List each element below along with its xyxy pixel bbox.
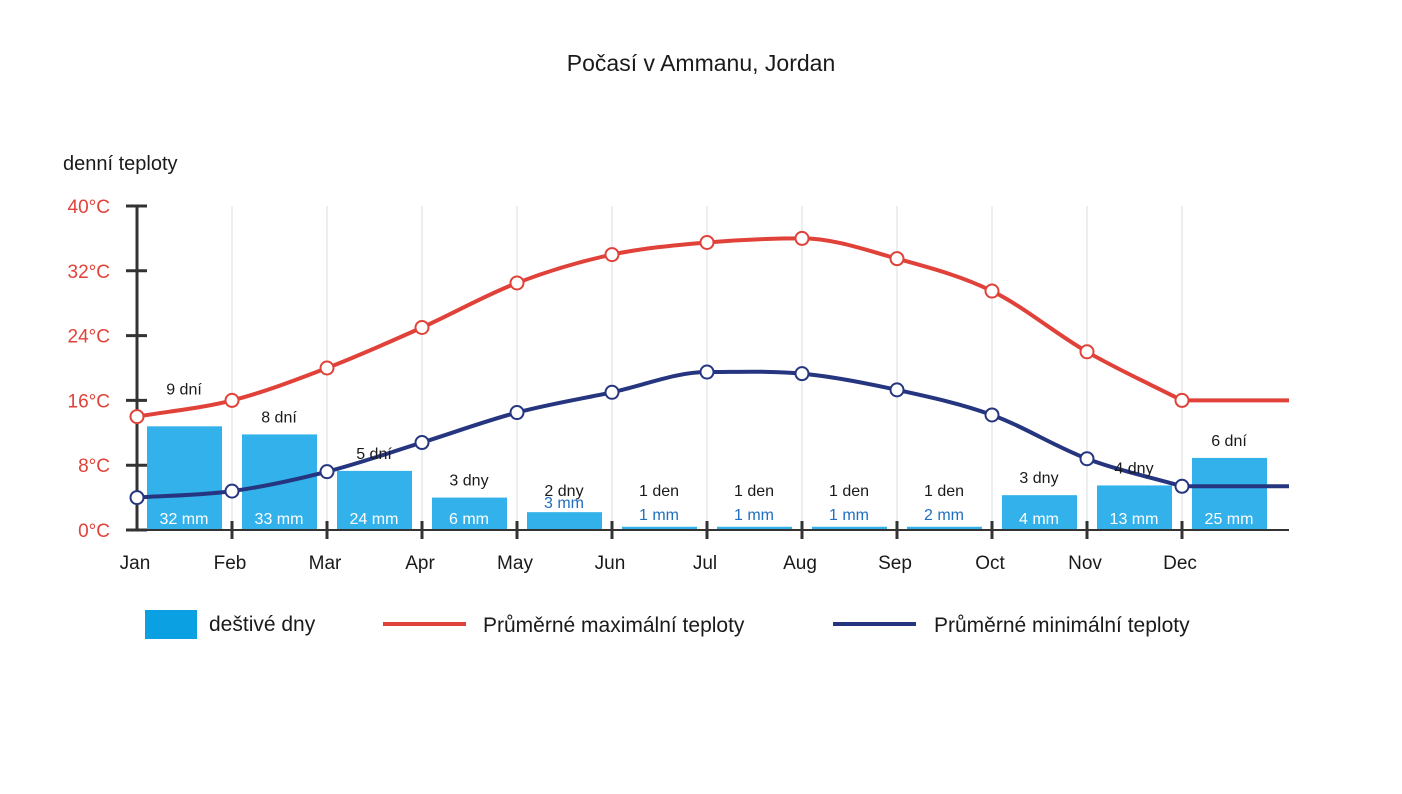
rain-mm-label: 4 mm — [1019, 511, 1059, 528]
rain-mm-label: 13 mm — [1110, 511, 1159, 528]
y-tick-label: 24°C — [68, 327, 110, 348]
rain-days-label: 2 dny — [544, 483, 583, 500]
y-tick-label: 16°C — [68, 391, 110, 412]
temp-point-min-oct — [984, 407, 1000, 423]
temp-point-max-jun — [604, 247, 620, 263]
legend-rain-swatch — [145, 610, 197, 639]
rain-days-label: 1 den — [639, 483, 679, 500]
x-tick-label: Oct — [975, 553, 1005, 574]
temp-point-max-oct — [984, 283, 1000, 299]
chart-labels: 9 dní 32 mm 8 dní 33 mm 5 dní 24 mm 3 dny 6 mm 2… — [160, 382, 1254, 528]
rain-bar-jun — [622, 526, 697, 530]
x-tick-label: May — [497, 553, 533, 574]
x-tick-label: Nov — [1068, 553, 1102, 574]
temp-point-max-mar — [319, 360, 335, 376]
x-tick-label: Feb — [214, 553, 247, 574]
rain-days-label: 5 dní — [356, 446, 392, 463]
rain-days-label: 3 dny — [449, 473, 488, 490]
x-tick-label: Aug — [783, 553, 817, 574]
rain-mm-label: 1 mm — [829, 507, 869, 524]
x-tick-label: Jun — [595, 553, 626, 574]
rain-mm-label: 3 mm — [544, 495, 584, 512]
temp-point-min-dec — [1174, 478, 1190, 494]
temp-point-min-mar — [319, 464, 335, 480]
temp-point-min-may — [509, 405, 525, 421]
temp-point-max-sep — [889, 251, 905, 267]
rain-mm-label: 1 mm — [639, 507, 679, 524]
y-tick-label: 8°C — [78, 456, 110, 477]
temperature-lines — [129, 230, 1289, 506]
chart-title: Počasí v Ammanu, Jordan — [567, 50, 835, 76]
rain-mm-label: 32 mm — [160, 511, 209, 528]
rain-days-label: 1 den — [829, 483, 869, 500]
x-tick-label: Jan — [120, 553, 151, 574]
rain-bar-nov — [1097, 485, 1172, 530]
rain-days-label: 1 den — [924, 483, 964, 500]
rain-mm-label: 1 mm — [734, 507, 774, 524]
temp-point-max-apr — [414, 320, 430, 335]
y-tick-label: 32°C — [68, 262, 110, 283]
rain-days-label: 4 dny — [1114, 460, 1153, 477]
rain-mm-label: 25 mm — [1205, 511, 1254, 528]
axes: 0°C 8°C 16°C 24°C 32°C 40°C Jan Feb Mar Apr May Jun… — [68, 197, 1289, 574]
temp-point-min-nov — [1079, 451, 1095, 467]
rain-bar-apr — [432, 497, 507, 530]
x-tick-label: Mar — [309, 553, 342, 574]
temp-point-max-jan — [129, 409, 145, 425]
temp-line-max — [136, 236, 1289, 419]
temp-point-min-feb — [224, 483, 240, 499]
rain-days-label: 3 dny — [1019, 470, 1058, 487]
temp-point-max-nov — [1079, 344, 1095, 360]
legend-rain-label: deštivé dny — [209, 613, 316, 636]
legend-max-label: Průměrné maximální teploty — [483, 614, 745, 637]
rain-days-label: 6 dní — [1211, 433, 1247, 450]
temp-point-min-jul — [699, 364, 715, 380]
y-tick-label: 0°C — [78, 521, 110, 542]
temp-point-max-feb — [224, 392, 240, 408]
rain-bar-oct — [1002, 495, 1077, 530]
legend-min-label: Průměrné minimální teploty — [934, 614, 1190, 637]
rain-bar-aug — [812, 526, 887, 530]
temp-point-max-may — [509, 275, 525, 291]
y-axis-label: denní teploty — [63, 153, 178, 175]
rain-days-label: 9 dní — [166, 382, 202, 399]
temp-point-max-aug — [794, 230, 810, 246]
rain-bar-jan — [147, 426, 222, 530]
rain-bar-dec — [1192, 457, 1267, 530]
rain-bar-jul — [717, 526, 792, 530]
x-tick-label: Dec — [1163, 553, 1197, 574]
x-tick-label: Jul — [693, 553, 717, 574]
rain-days-label: 1 den — [734, 483, 774, 500]
temp-point-max-dec — [1174, 392, 1190, 408]
temp-point-min-jun — [604, 384, 620, 400]
rain-mm-label: 33 mm — [255, 511, 304, 528]
temp-point-min-aug — [794, 366, 810, 382]
rain-mm-label: 24 mm — [350, 511, 399, 528]
temp-point-min-sep — [889, 382, 905, 398]
rain-bar-may — [527, 512, 602, 530]
temp-point-max-jul — [699, 234, 715, 250]
legend: deštivé dny Průměrné maximální teploty P… — [145, 610, 1190, 639]
rain-bar-sep — [907, 526, 982, 530]
x-tick-label: Sep — [878, 553, 912, 574]
rain-bars — [147, 426, 1267, 530]
rain-days-label: 8 dní — [261, 409, 297, 426]
y-tick-label: 40°C — [68, 197, 110, 218]
temp-point-min-apr — [414, 435, 430, 451]
x-tick-label: Apr — [405, 553, 435, 574]
rain-mm-label: 2 mm — [924, 507, 964, 524]
rain-bar-mar — [337, 470, 412, 530]
rain-mm-label: 6 mm — [449, 511, 489, 528]
temp-point-min-jan — [129, 490, 145, 506]
